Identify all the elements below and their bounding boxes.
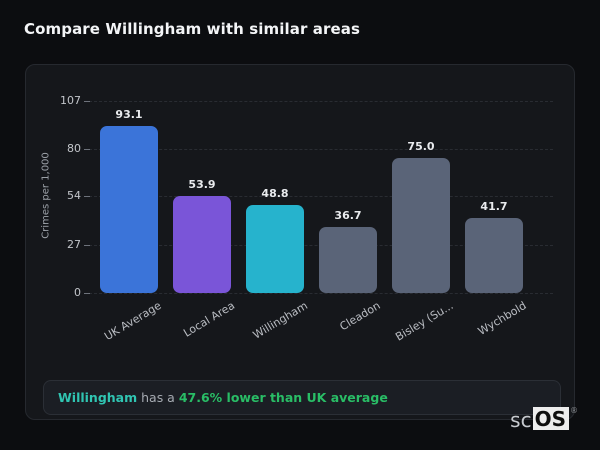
- registered-mark-icon: ®: [570, 406, 578, 415]
- note-middle-text: has a: [137, 390, 179, 405]
- note-highlight: Willingham: [58, 390, 138, 405]
- bar[interactable]: [246, 205, 304, 293]
- bar-value-label: 93.1: [115, 107, 143, 121]
- x-axis-label: Bisley (Su...: [393, 299, 456, 344]
- y-axis-title: Crimes per 1,000: [40, 152, 52, 239]
- logo-prefix: sc: [510, 408, 532, 432]
- bar-value-label: 48.8: [261, 187, 289, 201]
- bar[interactable]: [465, 218, 523, 293]
- bar[interactable]: [319, 227, 377, 293]
- logo: sc OS ®: [510, 407, 578, 430]
- y-axis-tick-mark: [84, 196, 90, 198]
- y-axis-tick-label: 27: [67, 237, 81, 251]
- bar[interactable]: [392, 158, 450, 293]
- bar-value-label: 36.7: [334, 209, 362, 223]
- bar-chart: 0 27 54 80 107 Crimes per 1,000 93.1 UK Average…: [26, 65, 576, 421]
- bar-value-label: 75.0: [407, 140, 435, 154]
- y-axis-tick-label: 107: [60, 94, 81, 107]
- y-axis-tick-mark: [84, 149, 90, 151]
- y-axis-tick-mark: [84, 244, 90, 246]
- x-axis-label: Willingham: [250, 299, 310, 342]
- bar-value-label: 53.9: [188, 178, 216, 192]
- chart-card: 0 27 54 80 107 Crimes per 1,000 93.1 UK Average…: [25, 64, 575, 420]
- page-title: Compare Willingham with similar areas: [24, 20, 361, 38]
- bar[interactable]: [173, 196, 231, 293]
- y-axis-tick-label: 54: [67, 189, 81, 203]
- y-axis-tick-mark: [84, 101, 90, 102]
- x-axis-label: UK Average: [102, 299, 164, 344]
- gridline: [89, 293, 553, 294]
- gridline: [89, 101, 553, 102]
- x-axis-label: Cleadon: [337, 299, 383, 334]
- gridline: [89, 149, 553, 151]
- x-axis-label: Wychbold: [475, 299, 529, 338]
- bar[interactable]: [100, 125, 158, 293]
- bar-value-label: 41.7: [480, 200, 508, 214]
- note-stat: 47.6% lower than UK average: [178, 390, 388, 405]
- logo-suffix: OS: [532, 407, 569, 430]
- gridline: [89, 196, 553, 198]
- note-box: Willingham has a 47.6% lower than UK ave…: [43, 380, 561, 415]
- x-axis-label: Local Area: [180, 299, 237, 340]
- y-axis-tick-mark: [84, 293, 90, 294]
- y-axis-tick-label: 0: [74, 286, 81, 299]
- y-axis-tick-label: 80: [67, 142, 81, 156]
